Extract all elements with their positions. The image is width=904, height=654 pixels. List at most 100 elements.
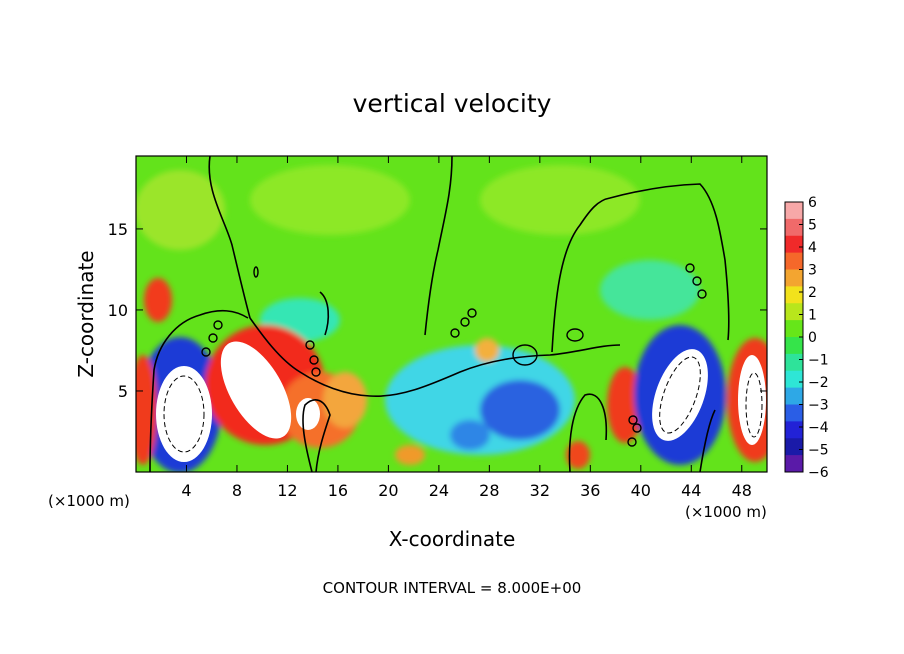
- colorbar-tick-label: 4: [808, 240, 817, 256]
- colorbar-tick-label: 3: [808, 263, 817, 279]
- x-tick-label: 44: [681, 481, 701, 500]
- colorbar-tick-label: −6: [808, 465, 829, 481]
- contour-line: [149, 309, 249, 472]
- field-region: [136, 355, 157, 465]
- colorbar-swatch: [785, 370, 803, 389]
- x-tick-label: 20: [378, 481, 398, 500]
- contour-line: [319, 291, 330, 336]
- colorbar-tick-label: 2: [808, 285, 817, 301]
- small-contours: [201, 263, 707, 447]
- contour-ring: [311, 367, 321, 377]
- x-unit-note-right: (×1000 m): [685, 503, 767, 521]
- dashed-contour: [745, 372, 763, 438]
- field-region: [450, 420, 490, 450]
- contour-ring: [692, 276, 702, 286]
- colorbar-swatch: [785, 202, 803, 220]
- colorbar-tick-label: 5: [808, 218, 817, 234]
- dashed-contours: [163, 356, 763, 453]
- contour-ring: [460, 317, 470, 327]
- contour-ring: [309, 355, 319, 365]
- contour-line: [424, 156, 453, 336]
- colorbar-tick-label: 0: [808, 330, 817, 346]
- colorbar-tick-label: −5: [808, 443, 829, 459]
- x-unit-note-left: (×1000 m): [48, 492, 130, 510]
- contour-ring: [213, 320, 223, 330]
- contour-ring: [201, 347, 211, 357]
- colorbar-swatch: [785, 337, 803, 355]
- y-tick-label: 10: [108, 301, 128, 320]
- contour-line: [568, 393, 608, 472]
- x-tick-label: 8: [232, 481, 242, 500]
- y-tick-label: 5: [118, 382, 128, 401]
- x-tick-label: 40: [631, 481, 651, 500]
- contour-line: [208, 156, 621, 397]
- colorbar: [784, 201, 804, 473]
- core-region: [220, 341, 292, 439]
- contour-line: [699, 409, 716, 472]
- colorbar-tick-label: 6: [808, 195, 817, 211]
- contour-ring: [628, 415, 638, 425]
- colorbar-swatch: [785, 353, 803, 372]
- colorbar-tick-label: −4: [808, 420, 829, 436]
- contour-interval-footer: CONTOUR INTERVAL = 8.000E+00: [323, 579, 582, 597]
- y-tick-label: 15: [108, 220, 128, 239]
- y-axis: 5 10 15: [108, 220, 767, 401]
- contour-ring: [253, 266, 259, 278]
- core-region: [652, 349, 708, 441]
- contour-ring: [632, 423, 642, 433]
- x-tick-label: 32: [530, 481, 550, 500]
- colorbar-swatch: [785, 218, 803, 237]
- colorbar-swatch: [785, 387, 803, 405]
- field-region: [144, 278, 172, 322]
- colorbar-swatch: [785, 303, 803, 321]
- plot-frame: [135, 155, 768, 473]
- field-region: [395, 445, 425, 465]
- field-region: [480, 165, 640, 235]
- y-axis-label: Z-coordinate: [74, 250, 98, 377]
- field-region: [323, 372, 367, 428]
- contour-ring: [627, 437, 637, 447]
- x-tick-label: 36: [580, 481, 600, 500]
- contour-ring: [512, 344, 538, 366]
- colorbar-swatch: [785, 252, 803, 270]
- field-region: [475, 338, 499, 362]
- contour-ring: [697, 289, 707, 299]
- x-tick-label: 48: [732, 481, 752, 500]
- colorbar-tick-label: 1: [808, 308, 817, 324]
- colorbar-tick-label: −3: [808, 398, 829, 414]
- chart-title: vertical velocity: [353, 89, 552, 118]
- core-region: [296, 398, 320, 430]
- contour-ring: [208, 333, 218, 343]
- colorbar-swatch: [785, 235, 803, 254]
- contour-line: [551, 183, 730, 353]
- contour-lines: [149, 156, 730, 472]
- colorbar-swatch: [785, 438, 803, 456]
- field-region: [480, 380, 560, 440]
- colorbar-tick-label: −1: [808, 353, 829, 369]
- colorbar-swatch: [785, 286, 803, 304]
- contour-ring: [467, 308, 477, 318]
- core-region: [156, 366, 212, 462]
- field-region: [250, 165, 410, 235]
- field-region: [136, 170, 225, 250]
- x-tick-label: 28: [479, 481, 499, 500]
- colorbar-swatch: [785, 455, 803, 473]
- field-region: [600, 260, 700, 320]
- core-region: [738, 355, 766, 445]
- x-axis-label: X-coordinate: [389, 527, 516, 551]
- contour-ring: [566, 328, 584, 342]
- contour-ring: [685, 263, 695, 273]
- plot-area: [136, 156, 767, 472]
- colorbar-ticks: 6 5 4 3 2 1 0 −1 −2 −3 −4 −5 −6: [799, 195, 829, 481]
- colorbar-tick-label: −2: [808, 375, 829, 391]
- x-tick-label: 16: [328, 481, 348, 500]
- x-axis: 4 8 12 16 20 24 28 32 36 40 44 48: [181, 156, 752, 500]
- contour-line: [302, 399, 331, 472]
- x-tick-label: 24: [429, 481, 449, 500]
- x-tick-label: 4: [181, 481, 191, 500]
- dashed-contour: [659, 356, 701, 434]
- colorbar-swatch: [785, 404, 803, 422]
- contour-ring: [305, 340, 315, 350]
- colorbar-swatch: [785, 320, 803, 338]
